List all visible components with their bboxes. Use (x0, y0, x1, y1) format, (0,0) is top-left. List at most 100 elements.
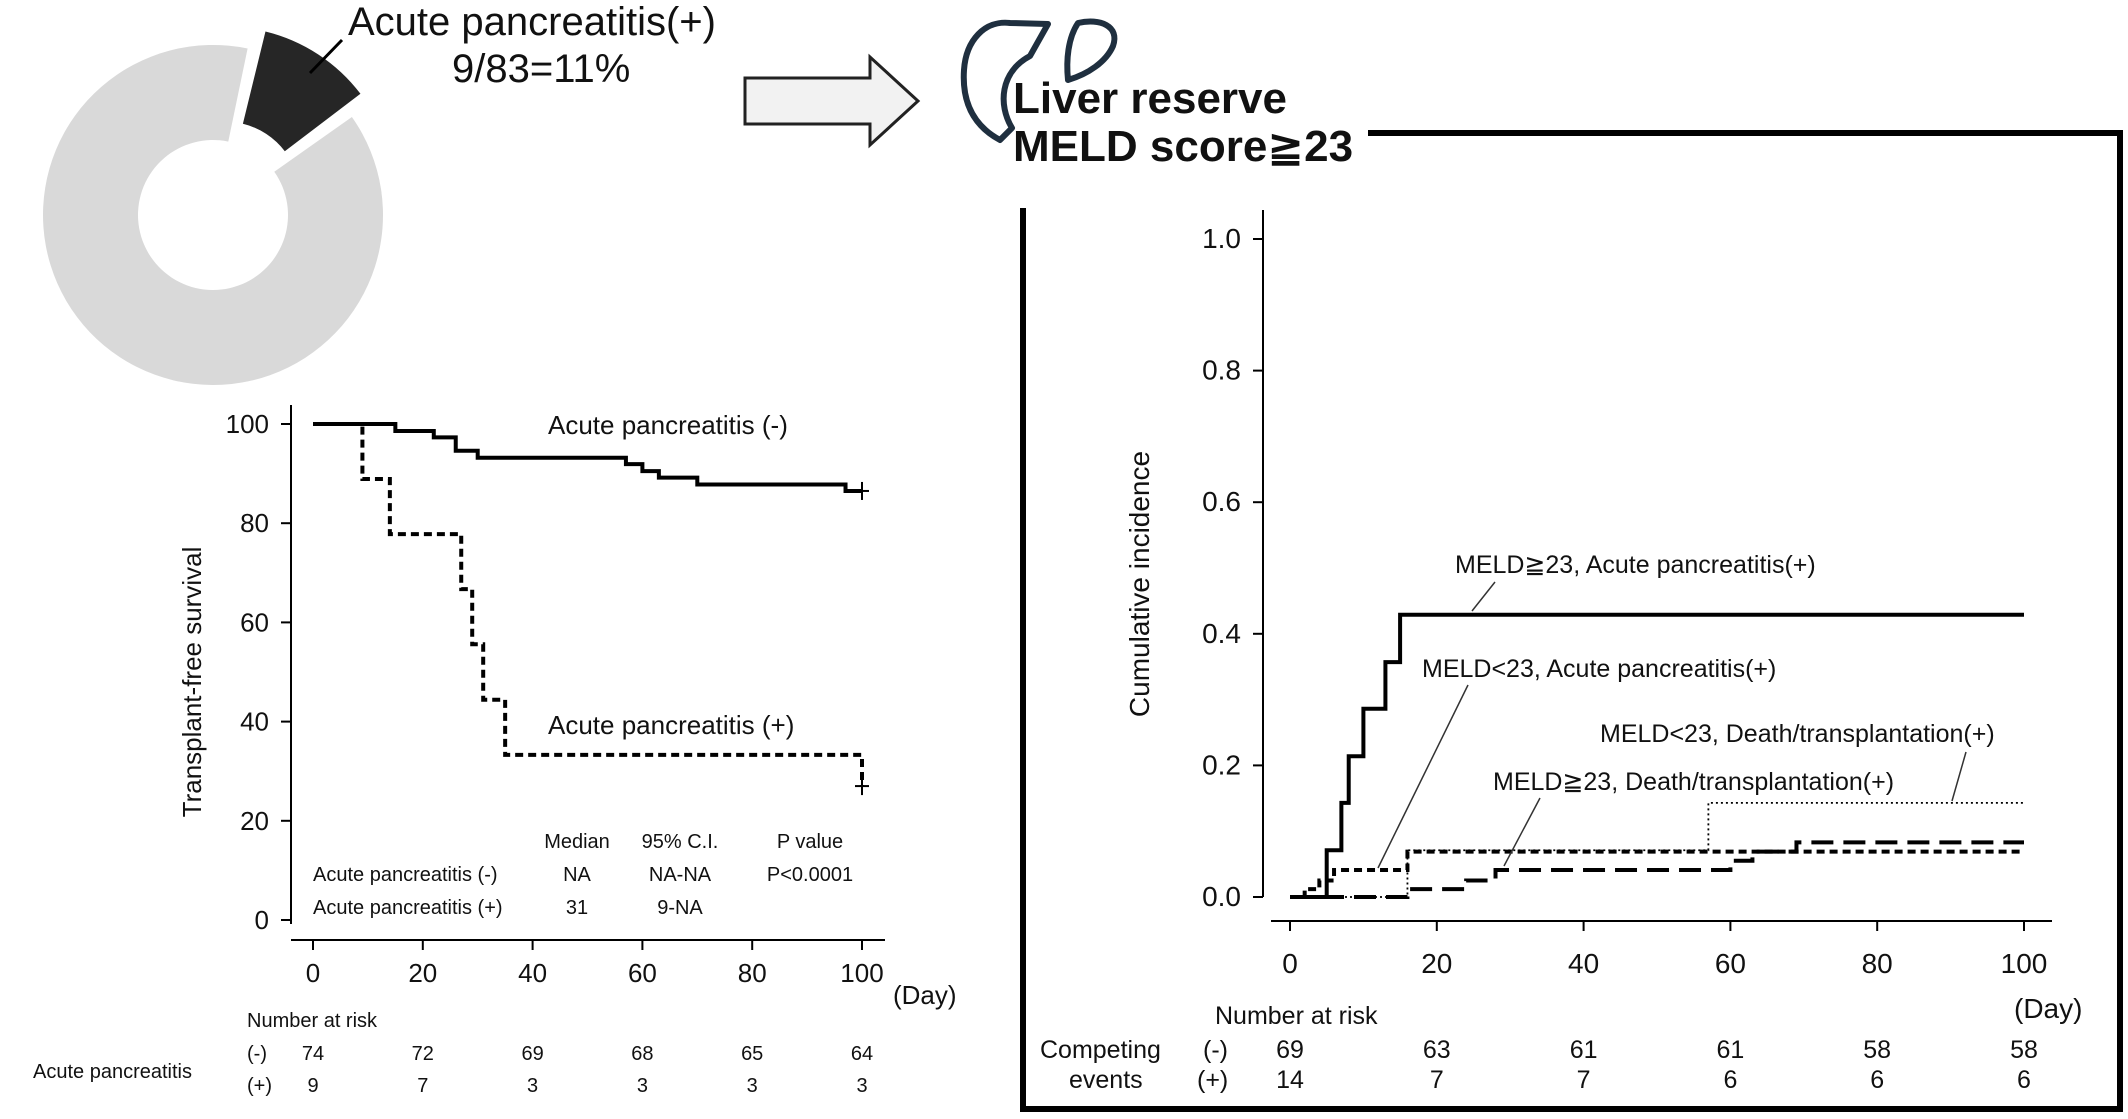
stats-row2-ci: 9-NA (657, 897, 703, 919)
stats-header-median: Median (544, 831, 610, 853)
km-x-unit: (Day) (893, 980, 957, 1010)
stats-header-pvalue: P value (777, 831, 843, 853)
ci-x-unit: (Day) (2014, 993, 2082, 1024)
y-tick-label: 0.0 (1202, 881, 1241, 912)
ci-label-meld-high-ap: MELD≧23, Acute pancreatitis(+) (1455, 551, 1816, 579)
x-tick-label: 20 (1421, 948, 1452, 979)
liver-title-line1: Liver reserve (1013, 74, 1287, 123)
x-tick-label: 80 (738, 958, 767, 988)
risk-value: 72 (412, 1043, 434, 1065)
ci-leader-meld-high-ap (1471, 581, 1496, 612)
series-line-1 (1290, 849, 2024, 899)
risk-value: 3 (527, 1075, 538, 1097)
liver-icon (960, 18, 1118, 143)
series-line-3 (1290, 840, 2024, 899)
ci-y-ticks: 0.0 0.2 0.4 0.6 0.8 1.0 (1202, 223, 1263, 912)
y-tick-label: 80 (240, 508, 269, 538)
stats-row2-median: 31 (566, 897, 588, 919)
ci-risk-values: 69 63 61 61 58 58 14 7 7 6 6 6 (1276, 1036, 2038, 1094)
x-tick-label: 100 (2001, 948, 2048, 979)
risk-value: 9 (307, 1075, 318, 1097)
ci-risk-group-label-1: Competing (1040, 1036, 1161, 1064)
risk-value: 69 (1276, 1036, 1304, 1064)
pie-value: 9/83=11% (452, 47, 630, 91)
risk-value: 3 (637, 1075, 648, 1097)
series-line-0 (313, 422, 862, 493)
stats-row1-label: Acute pancreatitis (-) (313, 864, 498, 886)
km-risk-group-label: Acute pancreatitis (33, 1061, 192, 1083)
y-tick-label: 1.0 (1202, 223, 1241, 254)
risk-value: 63 (1423, 1036, 1451, 1064)
risk-value: 14 (1276, 1066, 1304, 1094)
ci-x-ticks: 0 20 40 60 80 100 (1282, 921, 2047, 979)
pie-leader-line (308, 38, 344, 75)
ci-series (1290, 612, 2024, 899)
x-tick-label: 100 (840, 958, 883, 988)
series-line-0 (1290, 612, 2024, 899)
pie-slice-positive (242, 31, 361, 152)
stats-row1-pvalue: P<0.0001 (767, 864, 853, 886)
x-tick-label: 20 (408, 958, 437, 988)
risk-value: 7 (417, 1075, 428, 1097)
x-tick-label: 0 (306, 958, 320, 988)
frame-border (1020, 130, 2123, 1112)
liver-title-line2: MELD score≧23 (1013, 122, 1353, 171)
risk-value: 6 (1870, 1066, 1884, 1094)
ci-y-label: Cumulative incidence (1124, 451, 1155, 717)
risk-value: 7 (1577, 1066, 1591, 1094)
km-series-label-pos: Acute pancreatitis (+) (548, 710, 794, 740)
risk-value: 3 (747, 1075, 758, 1097)
risk-value: 58 (1863, 1036, 1891, 1064)
pie-slice-negative (42, 45, 383, 386)
donut-chart (42, 31, 383, 386)
ci-leader-meld-low-ap (1377, 684, 1469, 869)
ci-risk-group-label-2: events (1069, 1066, 1143, 1094)
risk-value: 3 (856, 1075, 867, 1097)
y-tick-label: 20 (240, 806, 269, 836)
ci-risk-row-pos-label: (+) (1197, 1066, 1228, 1094)
stats-row1-ci: NA-NA (649, 864, 712, 886)
ci-leader-meld-high-dt (1503, 797, 1541, 867)
risk-value: 7 (1430, 1066, 1444, 1094)
pie-label: Acute pancreatitis(+) (348, 0, 716, 44)
km-risk-title: Number at risk (247, 1010, 378, 1032)
ci-label-meld-low-dt: MELD<23, Death/transplantation(+) (1600, 720, 1995, 748)
x-tick-label: 60 (628, 958, 657, 988)
y-tick-label: 40 (240, 707, 269, 737)
ci-label-meld-high-dt: MELD≧23, Death/transplantation(+) (1493, 768, 1894, 796)
x-tick-label: 40 (1568, 948, 1599, 979)
risk-value: 61 (1570, 1036, 1598, 1064)
ci-leader-meld-low-dt (1951, 751, 1967, 802)
km-chart: 0 20 40 60 80 100 0 20 40 60 80 100 Transplant-fre… (33, 405, 957, 1097)
risk-value: 68 (631, 1043, 653, 1065)
risk-value: 69 (521, 1043, 543, 1065)
km-series-label-neg: Acute pancreatitis (-) (548, 410, 788, 440)
stats-row1-median: NA (563, 864, 591, 886)
series-line-2 (1290, 802, 2024, 898)
stats-row2-label: Acute pancreatitis (+) (313, 897, 503, 919)
km-y-label: Transplant-free survival (177, 547, 207, 818)
x-tick-label: 0 (1282, 948, 1298, 979)
y-tick-label: 60 (240, 607, 269, 637)
ci-risk-row-neg-label: (-) (1203, 1036, 1228, 1064)
y-tick-label: 0.2 (1202, 749, 1241, 780)
y-tick-label: 0.4 (1202, 618, 1241, 649)
y-tick-label: 0.6 (1202, 486, 1241, 517)
km-risk-row-neg-label: (-) (247, 1043, 267, 1065)
arrow-icon (743, 53, 921, 149)
stats-header-ci: 95% C.I. (642, 831, 719, 853)
ci-chart: 0.0 0.2 0.4 0.6 0.8 1.0 0 20 40 60 80 100 Cumulati… (1040, 210, 2082, 1094)
risk-value: 6 (1723, 1066, 1737, 1094)
km-risk-row-pos-label: (+) (247, 1075, 272, 1097)
risk-value: 74 (302, 1043, 324, 1065)
y-tick-label: 100 (226, 409, 269, 439)
km-series (313, 422, 869, 796)
risk-value: 65 (741, 1043, 763, 1065)
ci-risk-title: Number at risk (1215, 1002, 1378, 1030)
y-tick-label: 0.8 (1202, 355, 1241, 386)
risk-value: 61 (1716, 1036, 1744, 1064)
risk-value: 58 (2010, 1036, 2038, 1064)
km-stats-table: Median 95% C.I. P value Acute pancreatit… (313, 831, 853, 919)
x-tick-label: 80 (1862, 948, 1893, 979)
